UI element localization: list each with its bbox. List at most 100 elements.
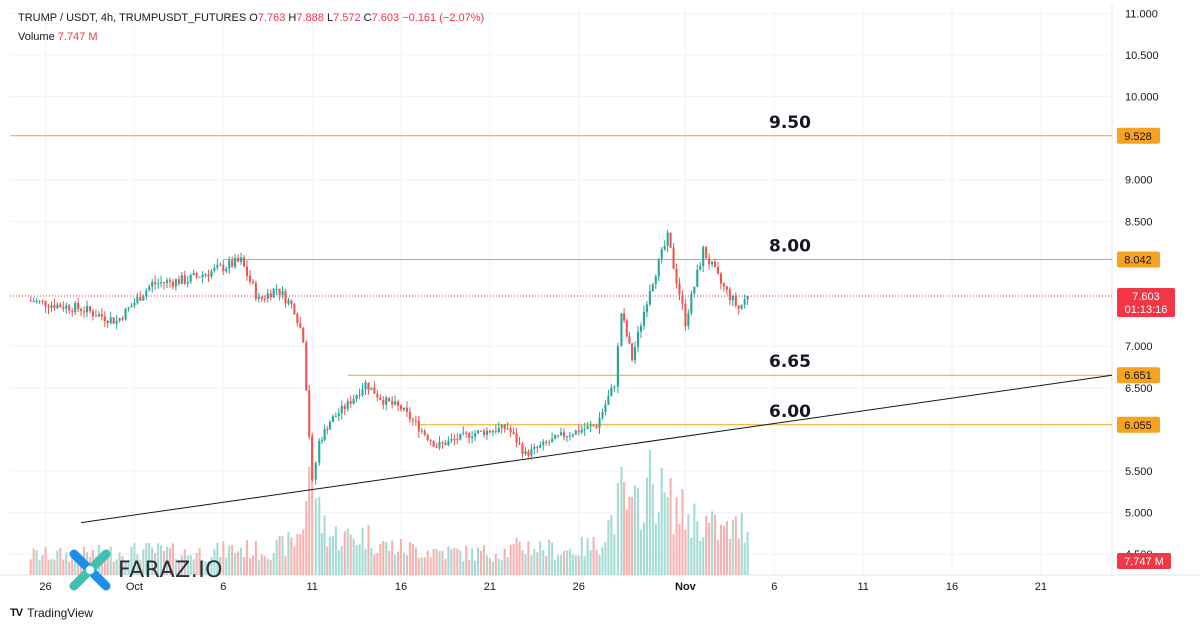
candle-body[interactable] xyxy=(186,281,189,284)
candle-body[interactable] xyxy=(94,315,97,317)
candle-body[interactable] xyxy=(734,295,737,306)
candle-body[interactable] xyxy=(154,282,157,284)
candle-body[interactable] xyxy=(201,274,204,278)
candle-body[interactable] xyxy=(465,432,468,434)
candle-body[interactable] xyxy=(708,258,711,265)
candle-body[interactable] xyxy=(308,390,311,437)
candle-body[interactable] xyxy=(361,389,364,396)
candle-body[interactable] xyxy=(604,404,607,413)
candle-body[interactable] xyxy=(411,419,414,421)
candle-body[interactable] xyxy=(414,420,417,422)
candle-body[interactable] xyxy=(248,275,251,282)
candle-body[interactable] xyxy=(450,439,453,441)
candle-body[interactable] xyxy=(195,273,198,277)
candle-body[interactable] xyxy=(705,247,708,259)
candle-body[interactable] xyxy=(479,430,483,432)
candle-body[interactable] xyxy=(562,432,565,437)
candle-body[interactable] xyxy=(204,274,207,276)
candle-body[interactable] xyxy=(388,397,391,402)
candle-body[interactable] xyxy=(320,439,323,441)
candle-body[interactable] xyxy=(737,305,740,309)
candle-body[interactable] xyxy=(521,443,524,454)
candle-body[interactable] xyxy=(631,343,634,361)
candle-body[interactable] xyxy=(50,304,53,308)
candle-body[interactable] xyxy=(518,442,521,444)
candle-body[interactable] xyxy=(420,430,423,432)
candle-body[interactable] xyxy=(687,313,690,327)
candle-body[interactable] xyxy=(530,449,533,456)
candle-body[interactable] xyxy=(684,303,687,327)
candle-body[interactable] xyxy=(642,311,645,326)
candle-body[interactable] xyxy=(373,387,376,394)
time-axis[interactable]: 26 Oct 6 11 16 21 26 Nov 6 11 16 21 xyxy=(39,581,1047,593)
candle-body[interactable] xyxy=(456,439,459,441)
candle-body[interactable] xyxy=(610,387,613,397)
candle-body[interactable] xyxy=(435,446,438,448)
candle-body[interactable] xyxy=(598,418,601,428)
trendline-line[interactable] xyxy=(81,374,1113,524)
candle-body[interactable] xyxy=(77,302,80,309)
candle-body[interactable] xyxy=(127,307,130,309)
candle-body[interactable] xyxy=(207,274,210,277)
candle-body[interactable] xyxy=(358,395,361,397)
candle-body[interactable] xyxy=(477,430,480,434)
candle-body[interactable] xyxy=(260,296,263,299)
candle-body[interactable] xyxy=(468,433,471,438)
candle-body[interactable] xyxy=(577,430,580,433)
candle-body[interactable] xyxy=(112,317,115,324)
candle-body[interactable] xyxy=(725,286,728,290)
candle-body[interactable] xyxy=(189,274,192,282)
candle-body[interactable] xyxy=(311,436,314,480)
candle-body[interactable] xyxy=(402,407,406,410)
candle-body[interactable] xyxy=(376,393,379,398)
candle-body[interactable] xyxy=(417,421,420,432)
candle-body[interactable] xyxy=(459,433,462,440)
candle-body[interactable] xyxy=(580,429,583,433)
candle-body[interactable] xyxy=(385,397,388,405)
candle-body[interactable] xyxy=(432,441,435,447)
candle-body[interactable] xyxy=(690,293,693,314)
candle-body[interactable] xyxy=(399,405,403,410)
candle-body[interactable] xyxy=(47,306,50,308)
candle-body[interactable] xyxy=(382,399,385,405)
candle-body[interactable] xyxy=(595,425,598,428)
candle-body[interactable] xyxy=(494,431,497,433)
candle-body[interactable] xyxy=(56,304,59,309)
candle-body[interactable] xyxy=(118,318,121,321)
candle-body[interactable] xyxy=(80,308,83,312)
candle-body[interactable] xyxy=(287,300,290,304)
candle-body[interactable] xyxy=(29,300,32,302)
candle-body[interactable] xyxy=(645,304,648,312)
candle-body[interactable] xyxy=(405,407,408,412)
candle-body[interactable] xyxy=(38,300,41,302)
candle-body[interactable] xyxy=(654,276,657,285)
candle-body[interactable] xyxy=(163,282,166,284)
candle-body[interactable] xyxy=(506,428,509,430)
candle-body[interactable] xyxy=(216,264,219,268)
price-axis[interactable]: 11.000 10.500 10.000 9.000 8.500 7.000 6.500 5.… xyxy=(1125,8,1159,561)
volume-label[interactable]: Volume xyxy=(18,31,55,43)
candle-body[interactable] xyxy=(542,441,545,446)
candle-body[interactable] xyxy=(59,304,62,308)
candle-body[interactable] xyxy=(245,266,249,276)
candle-body[interactable] xyxy=(583,429,586,431)
candle-body[interactable] xyxy=(222,264,225,272)
candle-body[interactable] xyxy=(500,424,503,428)
candle-body[interactable] xyxy=(423,430,426,435)
candle-body[interactable] xyxy=(32,300,35,302)
candle-body[interactable] xyxy=(625,320,628,337)
candle-body[interactable] xyxy=(242,257,246,267)
candle-body[interactable] xyxy=(323,429,326,440)
candle-body[interactable] xyxy=(524,451,527,454)
candle-body[interactable] xyxy=(160,282,163,284)
candle-body[interactable] xyxy=(539,445,542,448)
candle-body[interactable] xyxy=(657,258,660,277)
candle-body[interactable] xyxy=(663,245,666,250)
candle-body[interactable] xyxy=(503,424,506,429)
candle-body[interactable] xyxy=(284,291,287,304)
candle-body[interactable] xyxy=(367,382,370,390)
candle-body[interactable] xyxy=(349,401,352,404)
candle-body[interactable] xyxy=(592,425,595,427)
candle-body[interactable] xyxy=(198,276,201,278)
candle-body[interactable] xyxy=(183,275,186,284)
